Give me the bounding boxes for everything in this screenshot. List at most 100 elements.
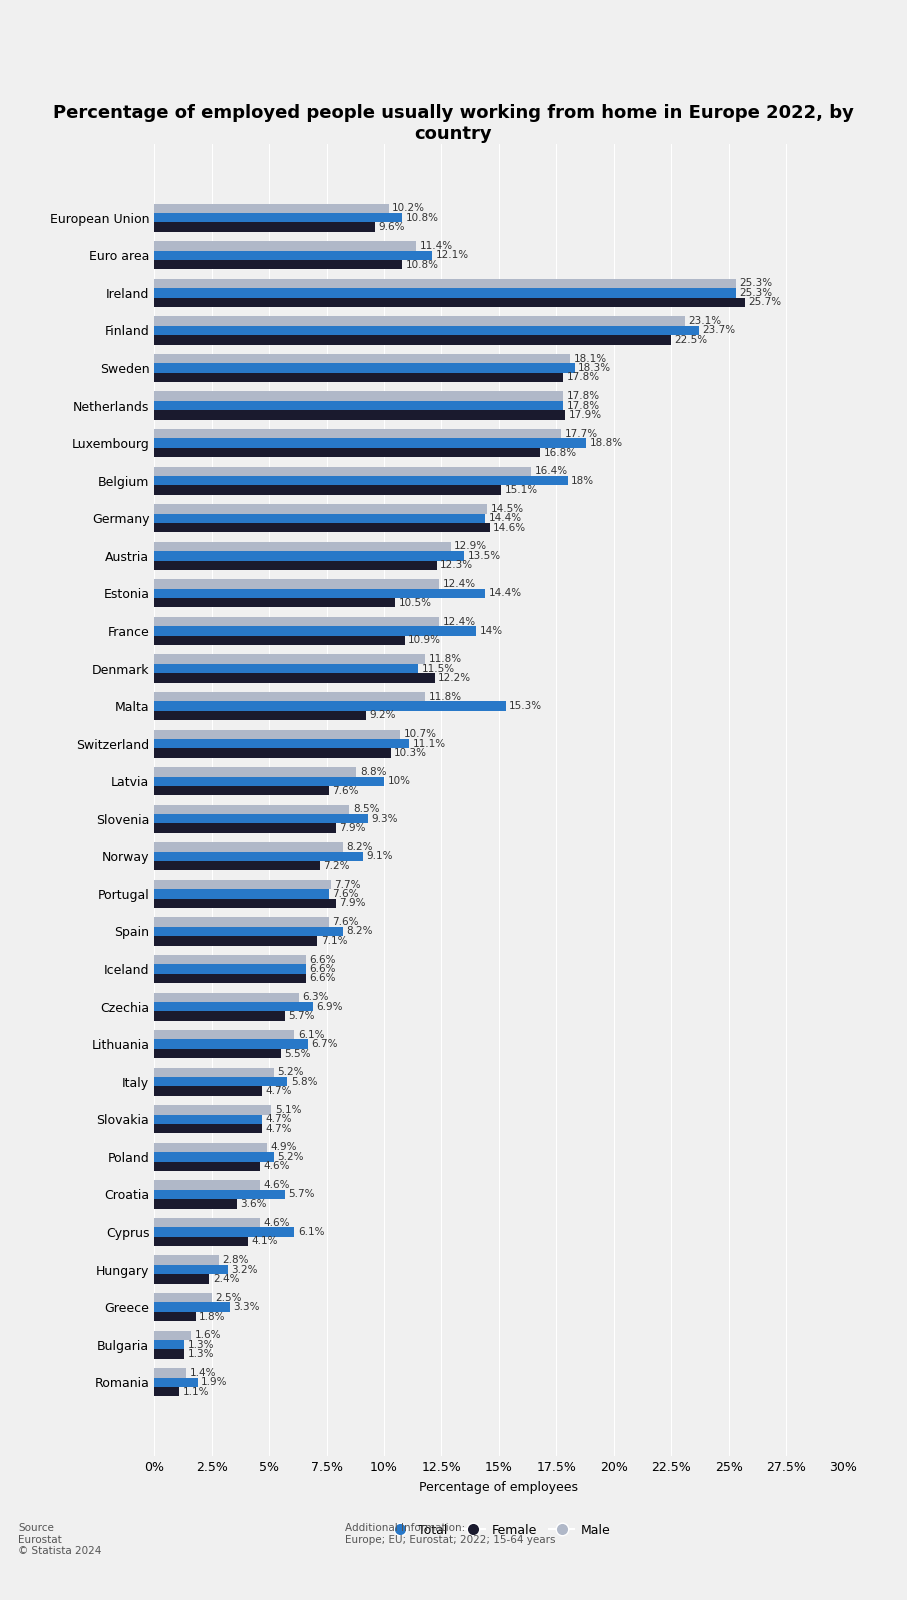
Bar (154, 701, 506, 710)
Bar (154, 992, 299, 1002)
Bar (154, 1387, 180, 1397)
Text: 14%: 14% (479, 626, 502, 635)
Text: 10.8%: 10.8% (405, 259, 439, 270)
Text: 14.5%: 14.5% (491, 504, 524, 514)
Bar (154, 1368, 186, 1378)
Text: 5.2%: 5.2% (278, 1152, 304, 1162)
Text: 1.1%: 1.1% (183, 1387, 210, 1397)
Text: 15.1%: 15.1% (504, 485, 538, 494)
Text: 14.4%: 14.4% (489, 514, 522, 523)
Text: 17.9%: 17.9% (569, 410, 602, 419)
Text: Percentage of employed people usually working from home in Europe 2022, by
count: Percentage of employed people usually wo… (54, 104, 853, 142)
Text: 6.6%: 6.6% (309, 955, 336, 965)
Bar (154, 1002, 313, 1011)
Text: 5.2%: 5.2% (278, 1067, 304, 1077)
Bar (154, 363, 575, 373)
Text: 14.4%: 14.4% (489, 589, 522, 598)
Bar (154, 1142, 267, 1152)
Text: 10.2%: 10.2% (392, 203, 425, 213)
Text: 17.8%: 17.8% (567, 373, 600, 382)
Bar (154, 1218, 260, 1227)
Text: 4.7%: 4.7% (266, 1086, 292, 1096)
Text: 7.6%: 7.6% (332, 890, 359, 899)
Text: 8.2%: 8.2% (346, 842, 373, 851)
Bar (154, 1378, 198, 1387)
Bar (154, 842, 343, 851)
Text: 6.9%: 6.9% (317, 1002, 343, 1011)
Bar (154, 955, 306, 965)
Text: 5.7%: 5.7% (288, 1189, 315, 1200)
Bar (154, 861, 319, 870)
Bar (154, 1293, 211, 1302)
Bar (154, 824, 336, 834)
Bar (154, 222, 375, 232)
Text: Additional Information:
Europe; EU; Eurostat; 2022; 15-64 years: Additional Information: Europe; EU; Euro… (345, 1523, 555, 1546)
Bar (154, 710, 366, 720)
Text: 6.6%: 6.6% (309, 965, 336, 974)
Text: 4.7%: 4.7% (266, 1123, 292, 1134)
Bar (154, 618, 439, 626)
Bar (154, 1181, 260, 1190)
Bar (154, 251, 433, 259)
Text: 16.8%: 16.8% (543, 448, 577, 458)
Text: 1.3%: 1.3% (188, 1339, 214, 1350)
Text: 12.4%: 12.4% (443, 579, 475, 589)
Text: 7.7%: 7.7% (335, 880, 361, 890)
Bar (154, 429, 561, 438)
Text: 11.8%: 11.8% (429, 691, 462, 702)
Text: 9.1%: 9.1% (366, 851, 394, 861)
Bar (154, 317, 685, 326)
Text: 3.3%: 3.3% (233, 1302, 260, 1312)
Text: 4.1%: 4.1% (252, 1237, 278, 1246)
Text: 1.3%: 1.3% (188, 1349, 214, 1358)
Bar (154, 664, 418, 674)
Bar (154, 579, 439, 589)
Text: 7.6%: 7.6% (332, 917, 359, 926)
Bar (154, 485, 502, 494)
Bar (154, 438, 586, 448)
Text: 4.6%: 4.6% (263, 1218, 290, 1227)
Text: 10.8%: 10.8% (405, 213, 439, 222)
Bar (154, 814, 368, 824)
Text: 1.6%: 1.6% (194, 1330, 221, 1341)
Bar (154, 1256, 219, 1266)
Text: 2.4%: 2.4% (213, 1274, 239, 1283)
Text: 18%: 18% (571, 475, 594, 486)
Bar (154, 410, 565, 419)
X-axis label: Percentage of employees: Percentage of employees (419, 1482, 579, 1494)
Bar (154, 1227, 295, 1237)
Bar (154, 626, 476, 635)
Text: 13.5%: 13.5% (468, 550, 501, 562)
Text: 7.9%: 7.9% (339, 822, 366, 834)
Bar (154, 917, 329, 926)
Bar (154, 1266, 228, 1274)
Bar (154, 674, 434, 683)
Bar (154, 213, 403, 222)
Text: 14.6%: 14.6% (493, 523, 526, 533)
Bar (154, 326, 698, 334)
Text: 10.9%: 10.9% (408, 635, 441, 645)
Text: 9.6%: 9.6% (378, 222, 405, 232)
Bar (154, 1341, 184, 1349)
Text: 1.8%: 1.8% (199, 1312, 226, 1322)
Bar (154, 926, 343, 936)
Bar (154, 1086, 262, 1096)
Bar (154, 1302, 230, 1312)
Bar (154, 936, 317, 946)
Text: 12.1%: 12.1% (435, 250, 469, 261)
Bar (154, 242, 416, 251)
Bar (154, 1067, 274, 1077)
Bar (154, 1349, 184, 1358)
Text: 8.8%: 8.8% (360, 766, 386, 778)
Text: 4.7%: 4.7% (266, 1114, 292, 1125)
Bar (154, 786, 329, 795)
Text: 11.8%: 11.8% (429, 654, 462, 664)
Bar (154, 373, 563, 382)
Text: 5.7%: 5.7% (288, 1011, 315, 1021)
Bar (154, 654, 425, 664)
Text: 6.3%: 6.3% (302, 992, 329, 1002)
Bar (154, 1050, 280, 1058)
Text: 4.6%: 4.6% (263, 1181, 290, 1190)
Bar (154, 278, 736, 288)
Bar (154, 1331, 191, 1341)
